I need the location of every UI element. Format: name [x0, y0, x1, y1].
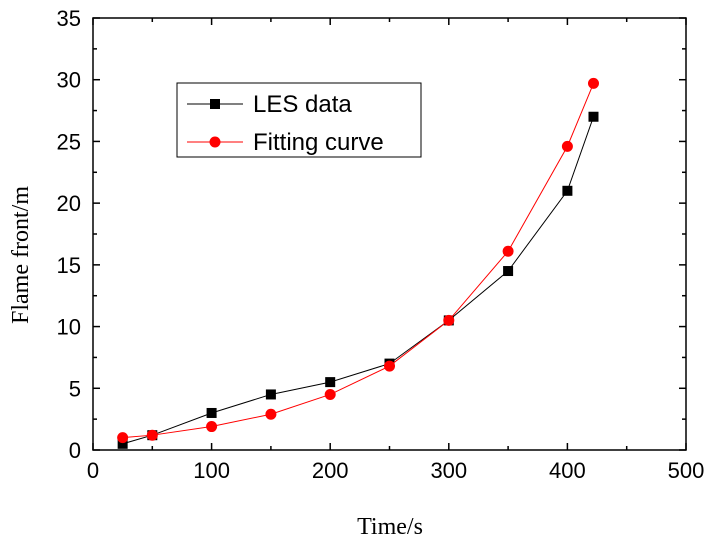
legend-marker-fit	[209, 136, 221, 148]
series-line-fitting-curve	[122, 83, 594, 439]
y-tick-label: 0	[69, 438, 81, 463]
x-axis-title: Time/s	[357, 514, 423, 540]
data-point-fitting-curve	[443, 314, 455, 326]
data-point-les-data	[265, 389, 276, 400]
y-tick-label: 5	[69, 376, 81, 401]
data-point-les-data	[117, 438, 128, 449]
y-tick-label: 25	[57, 129, 81, 154]
legend-marker-les	[210, 99, 220, 109]
y-tick-label: 10	[57, 315, 81, 340]
y-tick-label: 20	[57, 191, 81, 216]
data-point-les-data	[206, 407, 217, 418]
data-point-les-data	[562, 185, 573, 196]
data-point-fitting-curve	[117, 432, 129, 444]
x-tick-label: 0	[87, 458, 99, 483]
data-point-fitting-curve	[587, 77, 599, 89]
legend: LES data Fitting curve	[176, 82, 422, 158]
data-point-les-data	[325, 377, 336, 388]
x-tick-label: 300	[430, 458, 467, 483]
data-point-fitting-curve	[206, 421, 218, 433]
data-point-fitting-curve	[502, 245, 514, 257]
x-tick-label: 100	[193, 458, 230, 483]
data-point-fitting-curve	[561, 140, 573, 152]
y-axis-title: Flame front/m	[8, 186, 34, 324]
series-layer	[117, 77, 599, 449]
data-point-fitting-curve	[384, 360, 395, 372]
legend-label-les: LES data	[253, 91, 352, 118]
x-tick-label: 200	[312, 458, 349, 483]
series-line-les-data	[122, 116, 594, 445]
y-tick-label: 35	[57, 6, 81, 31]
data-point-fitting-curve	[265, 408, 277, 420]
legend-label-fit: Fitting curve	[253, 129, 384, 156]
y-tick-label: 30	[57, 68, 81, 93]
x-tick-label: 400	[549, 458, 586, 483]
x-tick-label: 500	[668, 458, 705, 483]
x-axis: 0 100 200 300 400 500	[87, 18, 704, 483]
data-point-les-data	[503, 266, 514, 277]
y-tick-label: 15	[57, 253, 81, 278]
data-point-fitting-curve	[146, 429, 158, 441]
data-point-fitting-curve	[324, 388, 336, 400]
y-axis: 0 5 10 15 20 25 30 35	[57, 6, 686, 463]
data-point-les-data	[588, 111, 599, 122]
